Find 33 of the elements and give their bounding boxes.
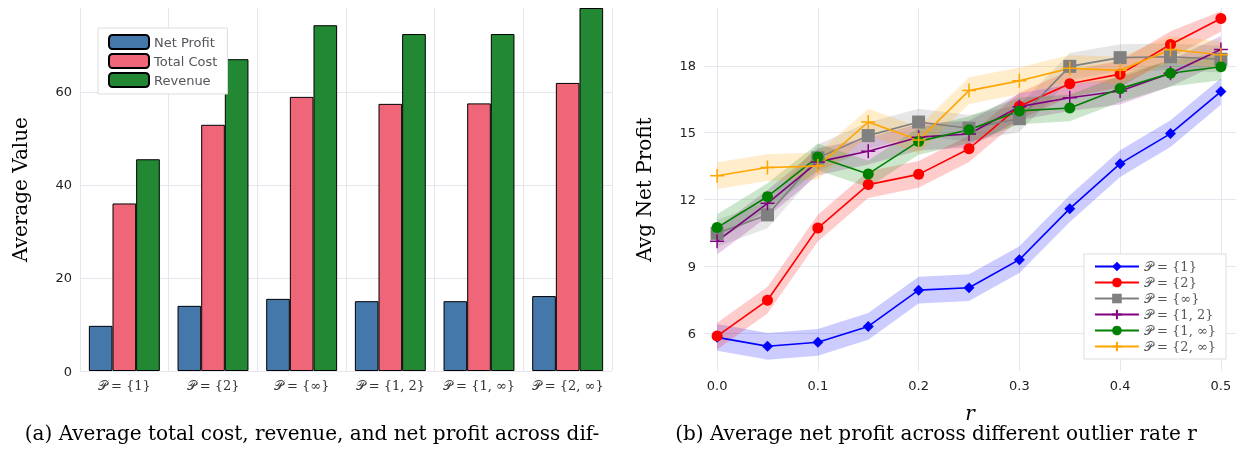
y-tick-label: 0 bbox=[63, 363, 72, 379]
x-tick-label: 0.1 bbox=[807, 378, 829, 393]
x-tick-label: 0.5 bbox=[1210, 378, 1232, 393]
y-tick-label: 12 bbox=[679, 192, 696, 208]
x-tick-label: 0.2 bbox=[908, 378, 929, 393]
y-tick-label: 60 bbox=[55, 84, 72, 100]
y-tick-label: 40 bbox=[55, 177, 72, 193]
y-tick-label: 20 bbox=[55, 270, 72, 286]
x-tick-label: 𝒫 = {2, ∞} bbox=[531, 378, 604, 393]
legend-label: Revenue bbox=[154, 72, 211, 88]
x-tick-label: 𝒫 = {1} bbox=[97, 378, 151, 393]
legend-label: Total Cost bbox=[153, 53, 218, 69]
y-axis-title: Average Value bbox=[8, 117, 32, 263]
legend-label: 𝒫 = {∞} bbox=[1143, 291, 1200, 306]
y-axis-title: Avg Net Profit bbox=[632, 117, 656, 263]
y-tick-label: 9 bbox=[687, 258, 696, 274]
legend-label: 𝒫 = {2, ∞} bbox=[1143, 339, 1217, 354]
y-tick-label: 6 bbox=[687, 325, 696, 341]
x-tick-label: 𝒫 = {∞} bbox=[273, 378, 330, 393]
legend-label: 𝒫 = {1, ∞} bbox=[1143, 323, 1217, 338]
text: (a) Average total cost, revenue, and net profit across dif- bbox=[24, 421, 600, 445]
legend-label: 𝒫 = {1} bbox=[1143, 259, 1197, 274]
y-tick-label: 15 bbox=[679, 125, 696, 141]
legend-label: 𝒫 = {1, 2} bbox=[1143, 307, 1214, 322]
legend-label: Net Profit bbox=[154, 34, 215, 50]
x-tick-label: 𝒫 = {1, 2} bbox=[355, 378, 426, 393]
legend-label: 𝒫 = {2} bbox=[1143, 275, 1197, 290]
y-tick-label: 18 bbox=[679, 58, 696, 74]
x-tick-label: 0.0 bbox=[706, 378, 728, 393]
x-tick-label: 0.3 bbox=[1009, 378, 1030, 393]
x-tick-label: 𝒫 = {2} bbox=[186, 378, 240, 393]
x-tick-label: 0.4 bbox=[1109, 378, 1131, 393]
x-tick-label: 𝒫 = {1, ∞} bbox=[442, 378, 516, 393]
